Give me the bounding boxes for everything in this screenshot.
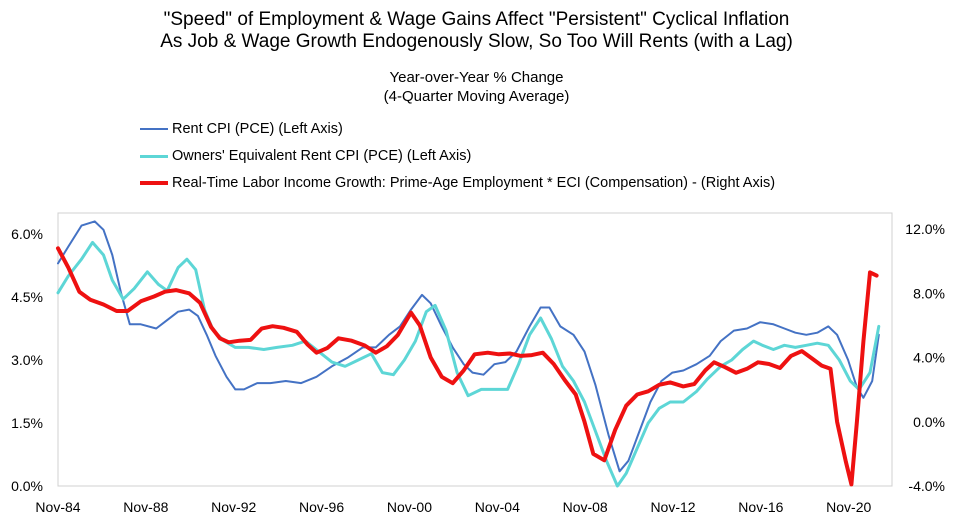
left-tick-label: 6.0% xyxy=(11,226,43,242)
x-tick-label: Nov-08 xyxy=(563,499,608,515)
x-tick-label: Nov-84 xyxy=(35,499,80,515)
right-tick-label: 12.0% xyxy=(905,221,945,237)
left-tick-label: 3.0% xyxy=(11,352,43,368)
series-line-oer-cpi xyxy=(56,240,881,488)
legend-swatch-rent-cpi xyxy=(140,128,168,130)
series-line-rent-cpi xyxy=(57,220,880,473)
right-tick-label: 8.0% xyxy=(913,285,945,301)
left-tick-label: 0.0% xyxy=(11,478,43,494)
series-line-labor-income xyxy=(56,246,879,487)
x-tick-label: Nov-88 xyxy=(123,499,168,515)
x-tick-label: Nov-12 xyxy=(650,499,695,515)
chart-subtitle: As Job & Wage Growth Endogenously Slow, … xyxy=(160,31,793,52)
x-tick-label: Nov-00 xyxy=(387,499,432,515)
legend-item-rent-cpi: Rent CPI (PCE) (Left Axis) xyxy=(140,119,343,139)
legend-label-rent-cpi: Rent CPI (PCE) (Left Axis) xyxy=(172,121,343,137)
x-tick-label: Nov-04 xyxy=(475,499,520,515)
x-tick-label: Nov-20 xyxy=(826,499,871,515)
legend-item-labor-income: Real-Time Labor Income Growth: Prime-Age… xyxy=(140,173,775,193)
legend-swatch-oer-cpi xyxy=(140,154,168,158)
x-tick-label: Nov-96 xyxy=(299,499,344,515)
legend-label-oer-cpi: Owners' Equivalent Rent CPI (PCE) (Left … xyxy=(172,148,472,164)
chart-note-line-2: (4-Quarter Moving Average) xyxy=(383,88,570,105)
right-axis: -4.0% 0.0% 4.0% 8.0% 12.0% xyxy=(905,221,945,494)
chart-title: "Speed" of Employment & Wage Gains Affec… xyxy=(163,9,790,30)
x-tick-label: Nov-16 xyxy=(738,499,783,515)
left-tick-label: 4.5% xyxy=(11,289,43,305)
right-tick-label: 4.0% xyxy=(913,350,945,366)
legend-label-labor-income: Real-Time Labor Income Growth: Prime-Age… xyxy=(172,175,776,191)
right-tick-label: -4.0% xyxy=(908,478,945,494)
legend-item-oer-cpi: Owners' Equivalent Rent CPI (PCE) (Left … xyxy=(140,146,471,166)
left-axis: 0.0% 1.5% 3.0% 4.5% 6.0% xyxy=(11,226,43,494)
plot-area-border xyxy=(57,212,893,487)
x-axis: Nov-84 Nov-88 Nov-92 Nov-96 Nov-00 Nov-04 Nov-… xyxy=(35,499,871,515)
x-tick-label: Nov-92 xyxy=(211,499,256,515)
left-tick-label: 1.5% xyxy=(11,415,43,431)
chart-note-line-1: Year-over-Year % Change xyxy=(389,69,564,86)
legend-swatch-labor-income xyxy=(140,181,168,185)
series-lines xyxy=(56,220,881,488)
right-tick-label: 0.0% xyxy=(913,414,945,430)
